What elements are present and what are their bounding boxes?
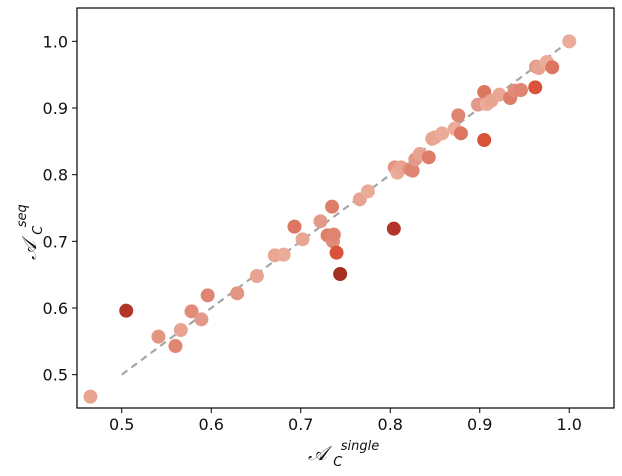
data-point	[326, 227, 341, 242]
x-tick-label: 0.9	[467, 415, 492, 434]
data-point	[168, 339, 183, 353]
x-axis-label-sub: C	[333, 455, 343, 470]
data-point	[333, 267, 348, 281]
plot-frame	[76, 7, 615, 409]
x-axis-label-sup: single	[341, 439, 380, 454]
x-tick-label: 1.0	[557, 415, 582, 434]
reference-line-group	[121, 40, 570, 376]
y-axis-label-main: 𝒜	[17, 235, 41, 260]
data-point	[360, 184, 375, 199]
data-point	[435, 126, 450, 141]
data-point	[200, 288, 215, 303]
data-point	[119, 303, 134, 318]
y-tick-label: 0.5	[43, 366, 68, 385]
y-axis-label: 𝒜 C seq	[15, 204, 47, 260]
x-axis-label-main: 𝒜	[308, 441, 333, 465]
data-point	[451, 108, 466, 123]
data-point	[230, 286, 245, 301]
reference-line	[121, 40, 570, 376]
y-tick-label: 0.8	[43, 166, 68, 185]
data-point	[194, 312, 209, 327]
data-point	[528, 80, 543, 95]
x-axis-label: 𝒜 C single	[308, 439, 379, 471]
data-point	[562, 34, 577, 49]
data-point	[453, 126, 468, 141]
x-tick-label: 0.6	[199, 415, 224, 434]
data-point	[477, 133, 492, 147]
data-point	[173, 323, 188, 337]
data-points	[83, 34, 577, 404]
y-axis-label-sup: seq	[15, 204, 30, 227]
y-axis-label-sub: C	[31, 225, 46, 235]
data-point	[386, 221, 401, 236]
data-point	[151, 329, 166, 344]
x-tick-label: 0.8	[378, 415, 403, 434]
data-point	[313, 214, 328, 229]
y-axis-ticks: 0.5 0.6 0.7 0.8 0.9 1.0	[43, 32, 77, 385]
x-tick-label: 0.5	[109, 415, 134, 434]
data-point	[513, 83, 528, 97]
data-point	[421, 150, 436, 165]
data-point	[287, 219, 302, 234]
data-point	[492, 87, 507, 102]
data-point	[405, 163, 420, 178]
x-axis-ticks: 0.5 0.6 0.7 0.8 0.9 1.0	[109, 408, 582, 434]
data-point	[184, 304, 199, 319]
data-point	[249, 269, 264, 283]
data-point	[295, 232, 310, 247]
y-tick-label: 0.7	[43, 232, 68, 251]
data-point	[545, 60, 560, 75]
data-point	[83, 389, 98, 404]
x-tick-label: 0.7	[288, 415, 313, 434]
y-tick-label: 0.6	[43, 299, 68, 318]
data-point	[325, 199, 340, 214]
data-point	[276, 247, 291, 262]
y-tick-label: 0.9	[43, 99, 68, 118]
y-tick-label: 1.0	[43, 32, 68, 51]
data-point	[329, 245, 344, 260]
